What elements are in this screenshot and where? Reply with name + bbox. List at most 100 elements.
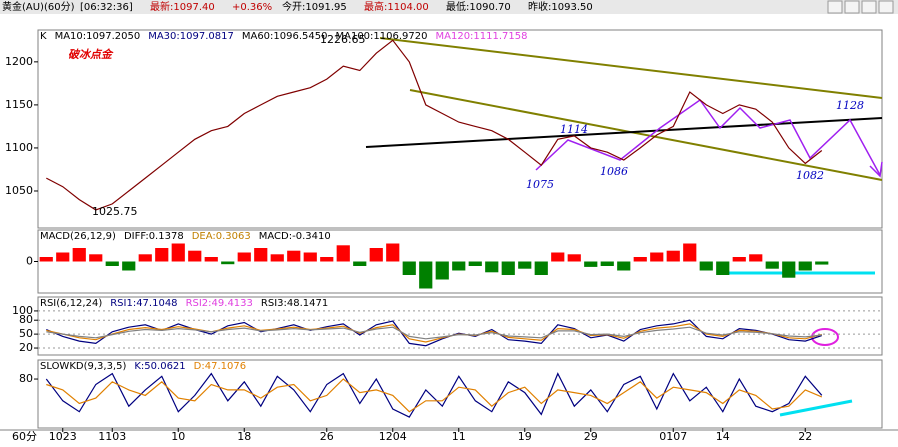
- indicator-header: RSI3:48.1471: [261, 298, 328, 309]
- chart-title: 破冰点金: [68, 48, 114, 61]
- histogram-bar: [336, 245, 350, 262]
- histogram-bar: [72, 248, 86, 262]
- rsi-panel: [37, 296, 883, 356]
- y-tick-label: 50: [19, 327, 33, 340]
- histogram-bar: [666, 250, 680, 262]
- histogram-bar: [386, 243, 400, 262]
- histogram-bar: [353, 261, 367, 266]
- indicator-header: MA120:1111.7158: [436, 31, 528, 42]
- status-item: 昨收:1093.50: [528, 0, 593, 13]
- histogram-bar: [699, 261, 713, 271]
- indicator-header: MA60:1096.5450: [242, 31, 328, 42]
- indicator-header: MA10:1097.2050: [55, 31, 141, 42]
- indicator-header: DIFF:0.1378: [124, 231, 184, 242]
- histogram-bar: [815, 261, 829, 265]
- indicator-header: K: [40, 31, 47, 42]
- histogram-bar: [89, 254, 103, 262]
- histogram-bar: [716, 261, 730, 275]
- x-tick-label: 18: [237, 430, 251, 443]
- kd-panel: [37, 359, 883, 429]
- data-line: [46, 323, 822, 343]
- histogram-bar: [402, 261, 416, 275]
- histogram-bar: [56, 252, 70, 262]
- histogram-bar: [782, 261, 796, 278]
- window-buttons[interactable]: [827, 0, 894, 14]
- histogram-bar: [468, 261, 482, 266]
- button-prev[interactable]: [827, 0, 843, 14]
- x-tick-label: 26: [320, 430, 334, 443]
- histogram-bar: [221, 261, 235, 265]
- x-tick-label: 0107: [659, 430, 687, 443]
- x-tick-label: 10: [171, 430, 185, 443]
- status-item: 最低:1090.70: [446, 0, 511, 13]
- x-tick-label: 29: [584, 430, 598, 443]
- x-tick-label: 1103: [98, 430, 126, 443]
- y-tick-label: 1150: [5, 98, 33, 111]
- histogram-bar: [171, 243, 185, 262]
- histogram-bar: [369, 248, 383, 262]
- histogram-bar: [287, 250, 301, 262]
- histogram-bar: [600, 261, 614, 266]
- histogram-bar: [303, 252, 317, 262]
- histogram-bar: [122, 261, 136, 271]
- histogram-bar: [435, 261, 449, 280]
- histogram-bar: [270, 254, 284, 262]
- indicator-header: MA30:1097.0817: [148, 31, 234, 42]
- histogram-bar: [254, 248, 268, 262]
- status-item: 最新:1097.40: [150, 0, 215, 13]
- histogram-bar: [518, 261, 532, 269]
- x-tick-label: 14: [716, 430, 730, 443]
- y-tick-label: 1100: [5, 141, 33, 154]
- y-tick-label: 1200: [5, 55, 33, 68]
- divergence-line: [779, 399, 853, 417]
- histogram-bar: [798, 261, 812, 271]
- data-line: [46, 378, 823, 413]
- top-bar: [0, 0, 898, 14]
- histogram-bar: [617, 261, 631, 271]
- indicator-header: DEA:0.3063: [192, 231, 251, 242]
- indicator-header: MACD:-0.3410: [259, 231, 331, 242]
- annotation: 1086: [600, 165, 628, 178]
- histogram-bar: [650, 252, 664, 262]
- annotation: 1075: [526, 178, 554, 191]
- x-tick-label: 22: [798, 430, 812, 443]
- histogram-bar: [749, 254, 763, 262]
- indicator-header: MA100:1106.9720: [335, 31, 427, 42]
- status-item: 最高:1104.00: [364, 0, 429, 13]
- x-tick-label: 1023: [49, 430, 77, 443]
- histogram-bar: [39, 257, 53, 262]
- x-tick-label: 11: [452, 430, 466, 443]
- y-tick-label: 1050: [5, 184, 33, 197]
- y-tick-label: 20: [19, 341, 33, 354]
- histogram-bar: [732, 257, 746, 262]
- indicator-header: RSI(6,12,24): [40, 298, 102, 309]
- histogram-bar: [419, 261, 433, 289]
- annotation: 1025.75: [92, 205, 138, 218]
- histogram-bar: [551, 252, 565, 262]
- support-line: [365, 117, 883, 148]
- indicator-header: RSI1:47.1048: [110, 298, 177, 309]
- indicator-header: K:50.0621: [134, 361, 185, 372]
- y-tick-label: 0: [26, 255, 33, 268]
- status-item: 黄金(AU)(60分): [2, 0, 75, 13]
- x-tick-label: 1204: [379, 430, 407, 443]
- data-line: [45, 372, 823, 418]
- button-next[interactable]: [844, 0, 860, 14]
- y-tick-label: 80: [19, 313, 33, 326]
- data-line: [46, 319, 822, 347]
- histogram-bar: [534, 261, 548, 275]
- histogram-bar: [105, 261, 119, 266]
- indicator-header: MACD(26,12,9): [40, 231, 116, 242]
- histogram-bar: [584, 261, 598, 267]
- histogram-bar: [485, 261, 499, 273]
- indicator-header: RSI2:49.4133: [186, 298, 253, 309]
- data-line: [46, 39, 823, 211]
- y-tick-label: 80: [19, 372, 33, 385]
- price-panel: [37, 29, 883, 229]
- histogram-bar: [138, 254, 152, 262]
- status-item: +0.36%: [232, 2, 272, 13]
- button-close[interactable]: [878, 0, 894, 14]
- button-down[interactable]: [861, 0, 877, 14]
- annotation: 1128: [836, 99, 864, 112]
